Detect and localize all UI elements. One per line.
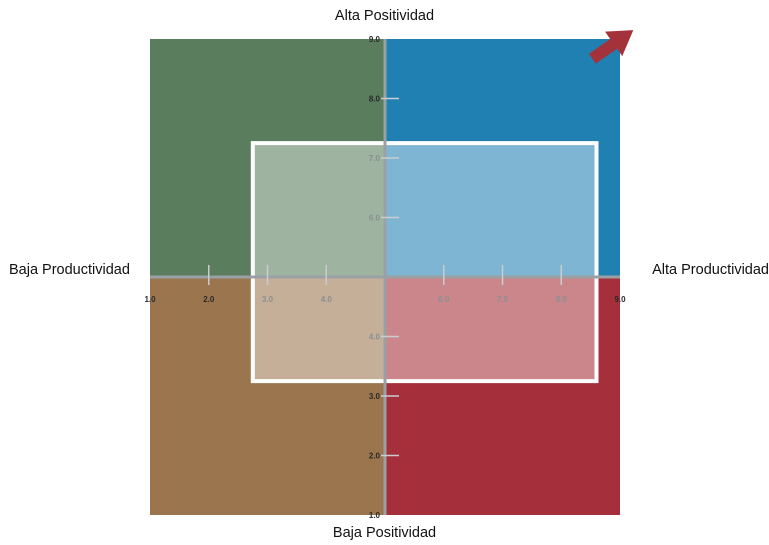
x-tick-label: 2.0 xyxy=(203,295,215,304)
direction-arrow-icon xyxy=(588,30,634,64)
y-tick-label: 6.0 xyxy=(369,214,381,223)
right-axis-label: Alta Productividad xyxy=(652,262,769,278)
y-tick-label: 4.0 xyxy=(369,333,381,342)
quadrant-bottom-left xyxy=(150,277,385,515)
y-tick-label: 9.0 xyxy=(369,35,381,44)
y-tick-label: 2.0 xyxy=(369,452,381,461)
y-tick-label: 1.0 xyxy=(369,511,381,520)
highlight-box xyxy=(250,141,599,384)
x-tick-label: 1.0 xyxy=(144,295,156,304)
x-tick-label: 8.0 xyxy=(556,295,568,304)
left-axis-label: Baja Productividad xyxy=(9,262,130,278)
arrow-shape xyxy=(588,30,634,64)
quadrant-top-left xyxy=(150,39,385,277)
x-tick-label: 9.0 xyxy=(614,295,626,304)
x-tick-label: 7.0 xyxy=(497,295,509,304)
bottom-axis-label: Baja Positividad xyxy=(332,525,437,541)
y-tick-label: 8.0 xyxy=(369,95,381,104)
y-tick-label: 7.0 xyxy=(369,154,381,163)
quadrant-top-right xyxy=(385,39,620,277)
x-tick-label: 4.0 xyxy=(321,295,333,304)
quadrant-bottom-right xyxy=(385,277,620,515)
top-axis-label: Alta Positividad xyxy=(334,8,435,24)
x-tick-label: 6.0 xyxy=(438,295,450,304)
x-tick-label: 3.0 xyxy=(262,295,274,304)
y-tick-label: 3.0 xyxy=(369,392,381,401)
